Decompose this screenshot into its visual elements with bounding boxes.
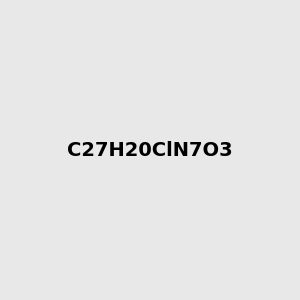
Text: C27H20ClN7O3: C27H20ClN7O3: [67, 140, 233, 160]
